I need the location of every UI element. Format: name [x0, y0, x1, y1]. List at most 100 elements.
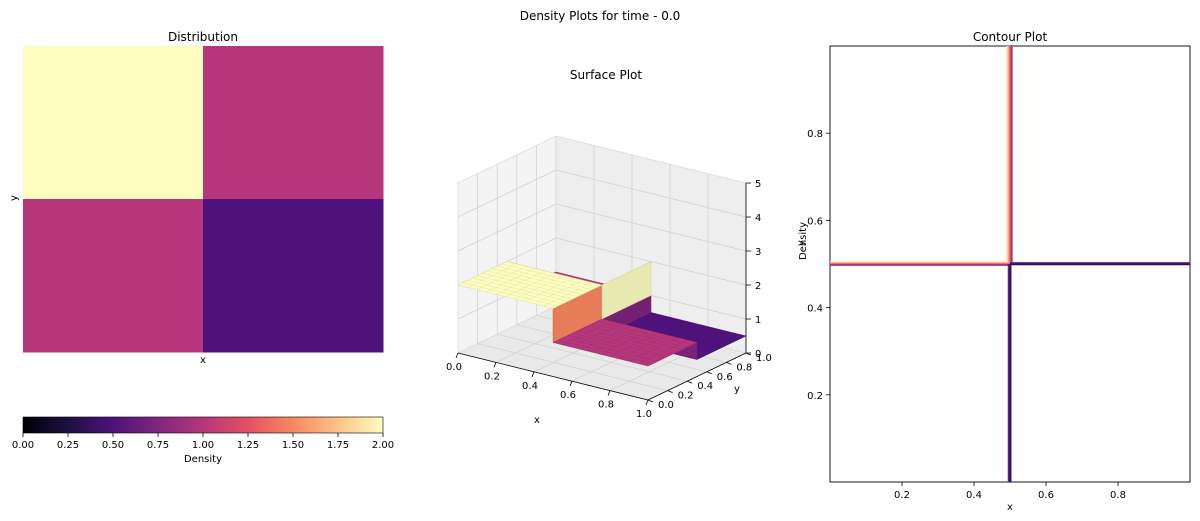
surface-ytick	[706, 371, 712, 375]
colorbar: 0.00 0.25 0.50 0.75 1.00 1.25 1.50 1.75 2.00 Den…	[12, 416, 394, 465]
contour-xtick-label: 0.2	[894, 490, 910, 501]
surface-mesh-line	[609, 332, 660, 357]
contour-ytick-label: 0.4	[807, 304, 823, 315]
colorbar-tick-label: 1.75	[327, 440, 349, 451]
surface-ytick	[726, 362, 732, 365]
surface-mesh-line	[467, 263, 517, 288]
distribution-panel: Distribution x y 0.00 0.25 0.50 0.75 1.00 1.2…	[9, 30, 394, 465]
figure-title: Density Plots for time - 0.0	[520, 9, 681, 23]
colorbar-tick-label: 1.00	[192, 440, 214, 451]
surface-mesh-line	[476, 266, 527, 290]
surface-mesh-line	[514, 275, 565, 300]
surface-mesh-line	[533, 280, 584, 304]
surface-ztick-label: 3	[755, 247, 761, 258]
surface-xtick	[531, 371, 535, 377]
surface-ztick-label: 4	[755, 213, 761, 224]
surface-mesh-line	[543, 282, 593, 307]
heatmap-cell-top-left	[23, 46, 204, 200]
surface-mesh-line	[587, 325, 683, 350]
distribution-xlabel: x	[200, 355, 206, 366]
surface-gridline	[555, 203, 747, 252]
surface-gridline	[457, 203, 557, 252]
surface-mesh-line	[628, 337, 679, 362]
surface-xtick-label: 0.6	[560, 390, 576, 401]
surface-ytick-label: 0.2	[678, 391, 694, 402]
surface-mesh-line	[482, 273, 578, 297]
surface-mesh-line	[497, 266, 593, 290]
contour-ytick-label: 0.6	[807, 216, 823, 227]
surface-mesh-line	[597, 321, 693, 346]
surface-x-axis	[457, 352, 649, 401]
contour-xtick-label: 0.8	[1110, 490, 1126, 501]
surface-ytick-label: 0.8	[736, 362, 752, 373]
contour-ytick-label: 0.2	[807, 391, 823, 402]
surface-mesh-line	[581, 325, 631, 350]
surface-mesh	[462, 263, 693, 364]
surface-y-axis	[647, 352, 747, 401]
surface-xtick	[455, 352, 459, 359]
surface-ztick-label: 0	[755, 349, 761, 360]
colorbar-gradient	[22, 416, 384, 434]
surface-ytick-label: 1.0	[756, 353, 772, 364]
heatmap-cell-bottom-right	[203, 199, 384, 353]
surface-ytick	[667, 390, 673, 393]
surface-ytick-label: 0.6	[717, 372, 733, 383]
surface-mesh-line	[590, 328, 641, 353]
surface-mesh-line	[487, 270, 583, 295]
surface-mesh-line	[557, 339, 653, 364]
surface-quad-top-front-right	[552, 318, 698, 367]
surface-gridline	[477, 343, 668, 391]
colorbar-tick-label: 1.50	[282, 440, 304, 451]
surface-zlabel: Density	[798, 222, 809, 260]
surface-mesh-line	[477, 275, 573, 300]
surface-ylabel: y	[734, 384, 740, 395]
surface-panel: Surface Plot 0.00.20.40.60.81.00.00.20.4…	[446, 68, 809, 426]
colorbar-tick-label: 0.75	[147, 440, 169, 451]
colorbar-label: Density	[184, 454, 222, 465]
colorbar-tick-label: 0.00	[12, 440, 34, 451]
colorbar-tick-label: 2.00	[372, 440, 394, 451]
surface-mesh-line	[571, 323, 622, 348]
distribution-title: Distribution	[168, 30, 238, 44]
contour-ytick-label: 0.8	[807, 129, 823, 140]
contour-xtick-label: 0.6	[1038, 490, 1054, 501]
surface-mesh-line	[472, 277, 568, 302]
surface-gridline	[497, 333, 688, 382]
surface-mesh-line	[572, 332, 668, 357]
surface-ztick-label: 5	[755, 179, 761, 190]
surface-mesh-line	[462, 282, 558, 307]
colorbar-tick-label: 0.25	[57, 440, 79, 451]
heatmap-cell-top-right	[203, 46, 384, 200]
contour-xlabel: x	[1007, 502, 1013, 513]
surface-mesh-line	[567, 335, 663, 360]
surface-mesh-line	[467, 280, 563, 304]
colorbar-tick-label: 1.25	[237, 440, 259, 451]
surface-gridline	[555, 169, 747, 218]
surface-mesh-line	[562, 337, 658, 362]
surface-xtick	[569, 381, 573, 387]
surface-xtick-label: 0.4	[522, 381, 538, 392]
surface-mesh-line	[619, 335, 669, 360]
surface-mesh-line	[562, 321, 612, 346]
distribution-ylabel: y	[9, 195, 20, 201]
contour-xtick-label: 0.4	[966, 490, 982, 501]
surface-ytick	[647, 399, 654, 403]
surface-xlabel: x	[534, 415, 540, 426]
surface-wall-center-tall	[601, 261, 652, 320]
surface-xtick-label: 0.2	[484, 371, 500, 382]
surface-xtick-label: 0.0	[446, 362, 462, 373]
surface-xtick	[607, 390, 611, 396]
contour-ylabel: y	[796, 240, 807, 246]
surface-mesh-line	[505, 273, 555, 297]
surface-xtick	[645, 399, 649, 406]
surface-mesh-line	[582, 328, 678, 353]
surface-xtick-label: 1.0	[636, 409, 652, 420]
surface-ytick	[687, 380, 693, 384]
surface-gridline	[457, 169, 557, 218]
heatmap-cell-bottom-left	[23, 199, 204, 353]
contour-title: Contour Plot	[973, 30, 1048, 44]
surface-ztick-label: 2	[755, 281, 761, 292]
surface-quad-top-front-left	[457, 261, 603, 309]
contour-panel: Contour Plot 0.2 0.4 0.6 0.80.20.40.60.8 x …	[796, 30, 1191, 513]
